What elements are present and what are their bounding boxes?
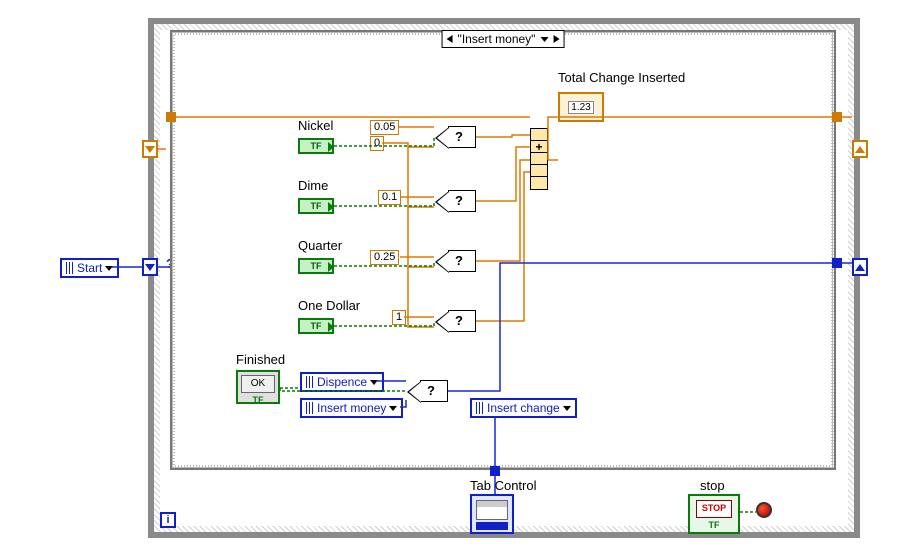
compound-add-node[interactable]: + — [530, 128, 548, 190]
quarter-boolean-terminal[interactable]: TF — [298, 258, 334, 274]
insertchange-enum-dropdown-icon[interactable] — [563, 406, 571, 411]
dime-select-node[interactable]: ? — [448, 190, 476, 212]
quarter-value-constant[interactable]: 0.25 — [370, 250, 399, 265]
stop-button-terminal[interactable]: STOP TF — [688, 494, 740, 534]
stop-tf-icon: TF — [690, 520, 738, 530]
dispence-enum-text: Dispence — [317, 374, 367, 390]
finished-label: Finished — [236, 352, 285, 367]
enum-grip-icon — [66, 262, 74, 274]
finished-tf-icon: TF — [238, 396, 278, 404]
shift-register-right-blue[interactable] — [852, 258, 868, 276]
enum-grip-icon — [306, 376, 314, 388]
shift-register-left-orange[interactable] — [142, 140, 158, 158]
quarter-label: Quarter — [298, 238, 342, 253]
enum-grip-icon — [476, 402, 484, 414]
finished-select-node[interactable]: ? — [420, 380, 448, 402]
dispence-enum-dropdown-icon[interactable] — [370, 380, 378, 385]
case-tunnel-right-blue — [832, 258, 842, 268]
dispence-enum-constant[interactable]: Dispence — [300, 372, 384, 392]
dollar-select-node[interactable]: ? — [448, 310, 476, 332]
insertchange-enum-constant[interactable]: Insert change — [470, 398, 577, 418]
case-prev-icon[interactable] — [447, 35, 453, 43]
tabcontrol-label: Tab Control — [470, 478, 536, 493]
enum-grip-icon — [306, 402, 314, 414]
dime-value-constant[interactable]: 0.1 — [378, 190, 401, 205]
nickel-select-node[interactable]: ? — [448, 126, 476, 148]
iteration-terminal: i — [160, 512, 176, 528]
dime-label: Dime — [298, 178, 328, 193]
case-selector[interactable]: "Insert money" — [442, 30, 565, 48]
case-tunnel-bottom-blue — [490, 466, 500, 476]
insertmoney-enum-dropdown-icon[interactable] — [389, 406, 397, 411]
quarter-select-node[interactable]: ? — [448, 250, 476, 272]
dime-boolean-terminal[interactable]: TF — [298, 198, 334, 214]
case-next-icon[interactable] — [553, 35, 559, 43]
start-enum-text: Start — [77, 260, 102, 276]
insertmoney-enum-constant[interactable]: Insert money — [300, 398, 403, 418]
stop-button-text: STOP — [696, 500, 732, 518]
case-tunnel-right-orange — [832, 112, 842, 122]
dollar-label: One Dollar — [298, 298, 360, 313]
dollar-boolean-terminal[interactable]: TF — [298, 318, 334, 334]
zero-constant[interactable]: 0 — [370, 136, 384, 151]
total-change-value: 1.23 — [568, 101, 593, 114]
total-change-indicator: 1.23 — [558, 92, 604, 122]
insertmoney-enum-text: Insert money — [317, 400, 386, 416]
total-change-label: Total Change Inserted — [558, 70, 685, 85]
start-enum-dropdown-icon[interactable] — [105, 266, 113, 271]
stop-label: stop — [700, 478, 725, 493]
stop-led-icon — [756, 502, 772, 518]
shift-register-right-orange[interactable] — [852, 140, 868, 158]
finished-ok-button[interactable]: OK TF — [236, 370, 280, 404]
case-tunnel-left-orange — [166, 112, 176, 122]
case-selector-text: "Insert money" — [458, 32, 536, 46]
nickel-boolean-terminal[interactable]: TF — [298, 138, 334, 154]
finished-ok-text: OK — [241, 375, 275, 393]
shift-register-left-blue[interactable] — [142, 258, 158, 276]
nickel-label: Nickel — [298, 118, 333, 133]
insertchange-enum-text: Insert change — [487, 400, 560, 416]
tabcontrol-terminal[interactable] — [470, 494, 514, 534]
nickel-value-constant[interactable]: 0.05 — [370, 120, 399, 135]
case-dropdown-icon[interactable] — [540, 37, 548, 42]
start-enum-constant[interactable]: Start — [60, 258, 119, 278]
dollar-value-constant[interactable]: 1 — [392, 310, 406, 325]
